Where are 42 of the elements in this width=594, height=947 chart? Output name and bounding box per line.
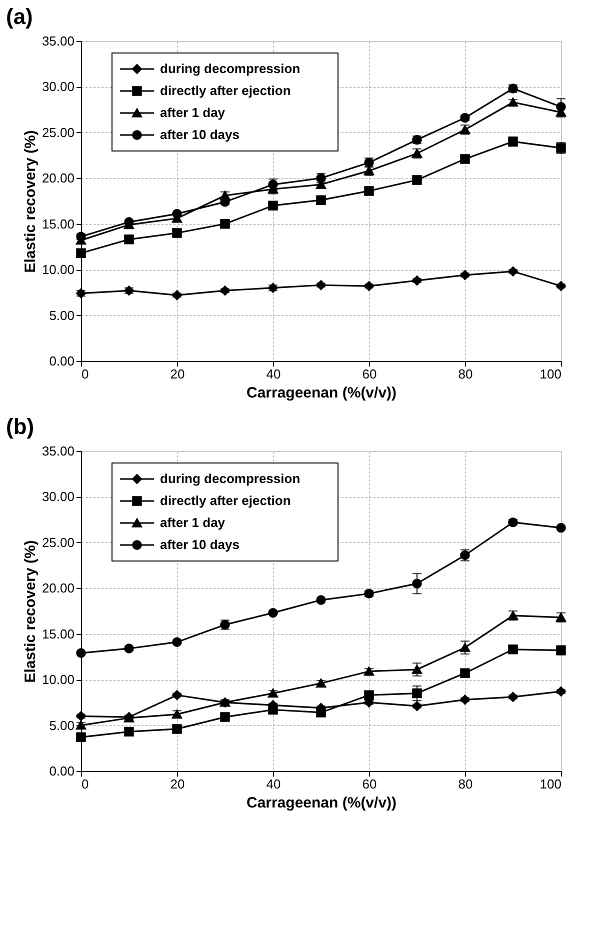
y-axis-title: Elastic recovery (%) bbox=[22, 540, 39, 683]
chart-title: (b) bbox=[6, 414, 34, 439]
y-tick-label: 25.00 bbox=[42, 534, 74, 550]
y-tick-label: 35.00 bbox=[42, 444, 74, 458]
x-tick-label: 0 bbox=[82, 366, 89, 382]
y-axis-title: Elastic recovery (%) bbox=[22, 130, 39, 273]
x-tick-label: 40 bbox=[266, 366, 281, 382]
y-tick-label: 25.00 bbox=[42, 124, 74, 140]
y-tick-label: 20.00 bbox=[42, 170, 74, 186]
y-tick-label: 15.00 bbox=[42, 216, 74, 232]
legend-label: during decompression bbox=[160, 61, 300, 76]
legend-label: directly after ejection bbox=[160, 83, 291, 98]
y-tick-label: 10.00 bbox=[42, 672, 74, 688]
x-axis-title: Carrageenan (%(v/v)) bbox=[246, 794, 397, 812]
x-tick-label: 0 bbox=[82, 776, 89, 792]
y-tick-label: 35.00 bbox=[42, 34, 74, 48]
x-tick-label: 100 bbox=[540, 366, 562, 382]
legend-label: after 1 day bbox=[160, 105, 226, 120]
y-tick-label: 0.00 bbox=[49, 764, 74, 778]
x-tick-label: 60 bbox=[362, 366, 377, 382]
legend-label: after 10 days bbox=[160, 127, 240, 142]
y-tick-label: 15.00 bbox=[42, 626, 74, 642]
chart-title: (a) bbox=[6, 4, 33, 29]
y-tick-label: 5.00 bbox=[49, 308, 74, 323]
x-axis-title: Carrageenan (%(v/v)) bbox=[246, 384, 397, 402]
x-tick-label: 80 bbox=[458, 366, 473, 382]
y-tick-label: 30.00 bbox=[42, 79, 74, 94]
legend-label: directly after ejection bbox=[160, 493, 291, 508]
x-tick-label: 100 bbox=[540, 776, 562, 792]
x-tick-label: 20 bbox=[170, 366, 185, 382]
legend-label: after 1 day bbox=[160, 515, 226, 530]
x-tick-label: 40 bbox=[266, 776, 281, 792]
y-tick-label: 20.00 bbox=[42, 580, 74, 596]
y-tick-label: 30.00 bbox=[42, 489, 74, 504]
x-tick-label: 60 bbox=[362, 776, 377, 792]
y-tick-label: 10.00 bbox=[42, 262, 74, 278]
legend-label: after 10 days bbox=[160, 537, 240, 552]
x-tick-label: 80 bbox=[458, 776, 473, 792]
y-tick-label: 0.00 bbox=[49, 354, 74, 368]
x-tick-label: 20 bbox=[170, 776, 185, 792]
y-tick-label: 5.00 bbox=[49, 718, 74, 733]
legend-label: during decompression bbox=[160, 471, 300, 486]
